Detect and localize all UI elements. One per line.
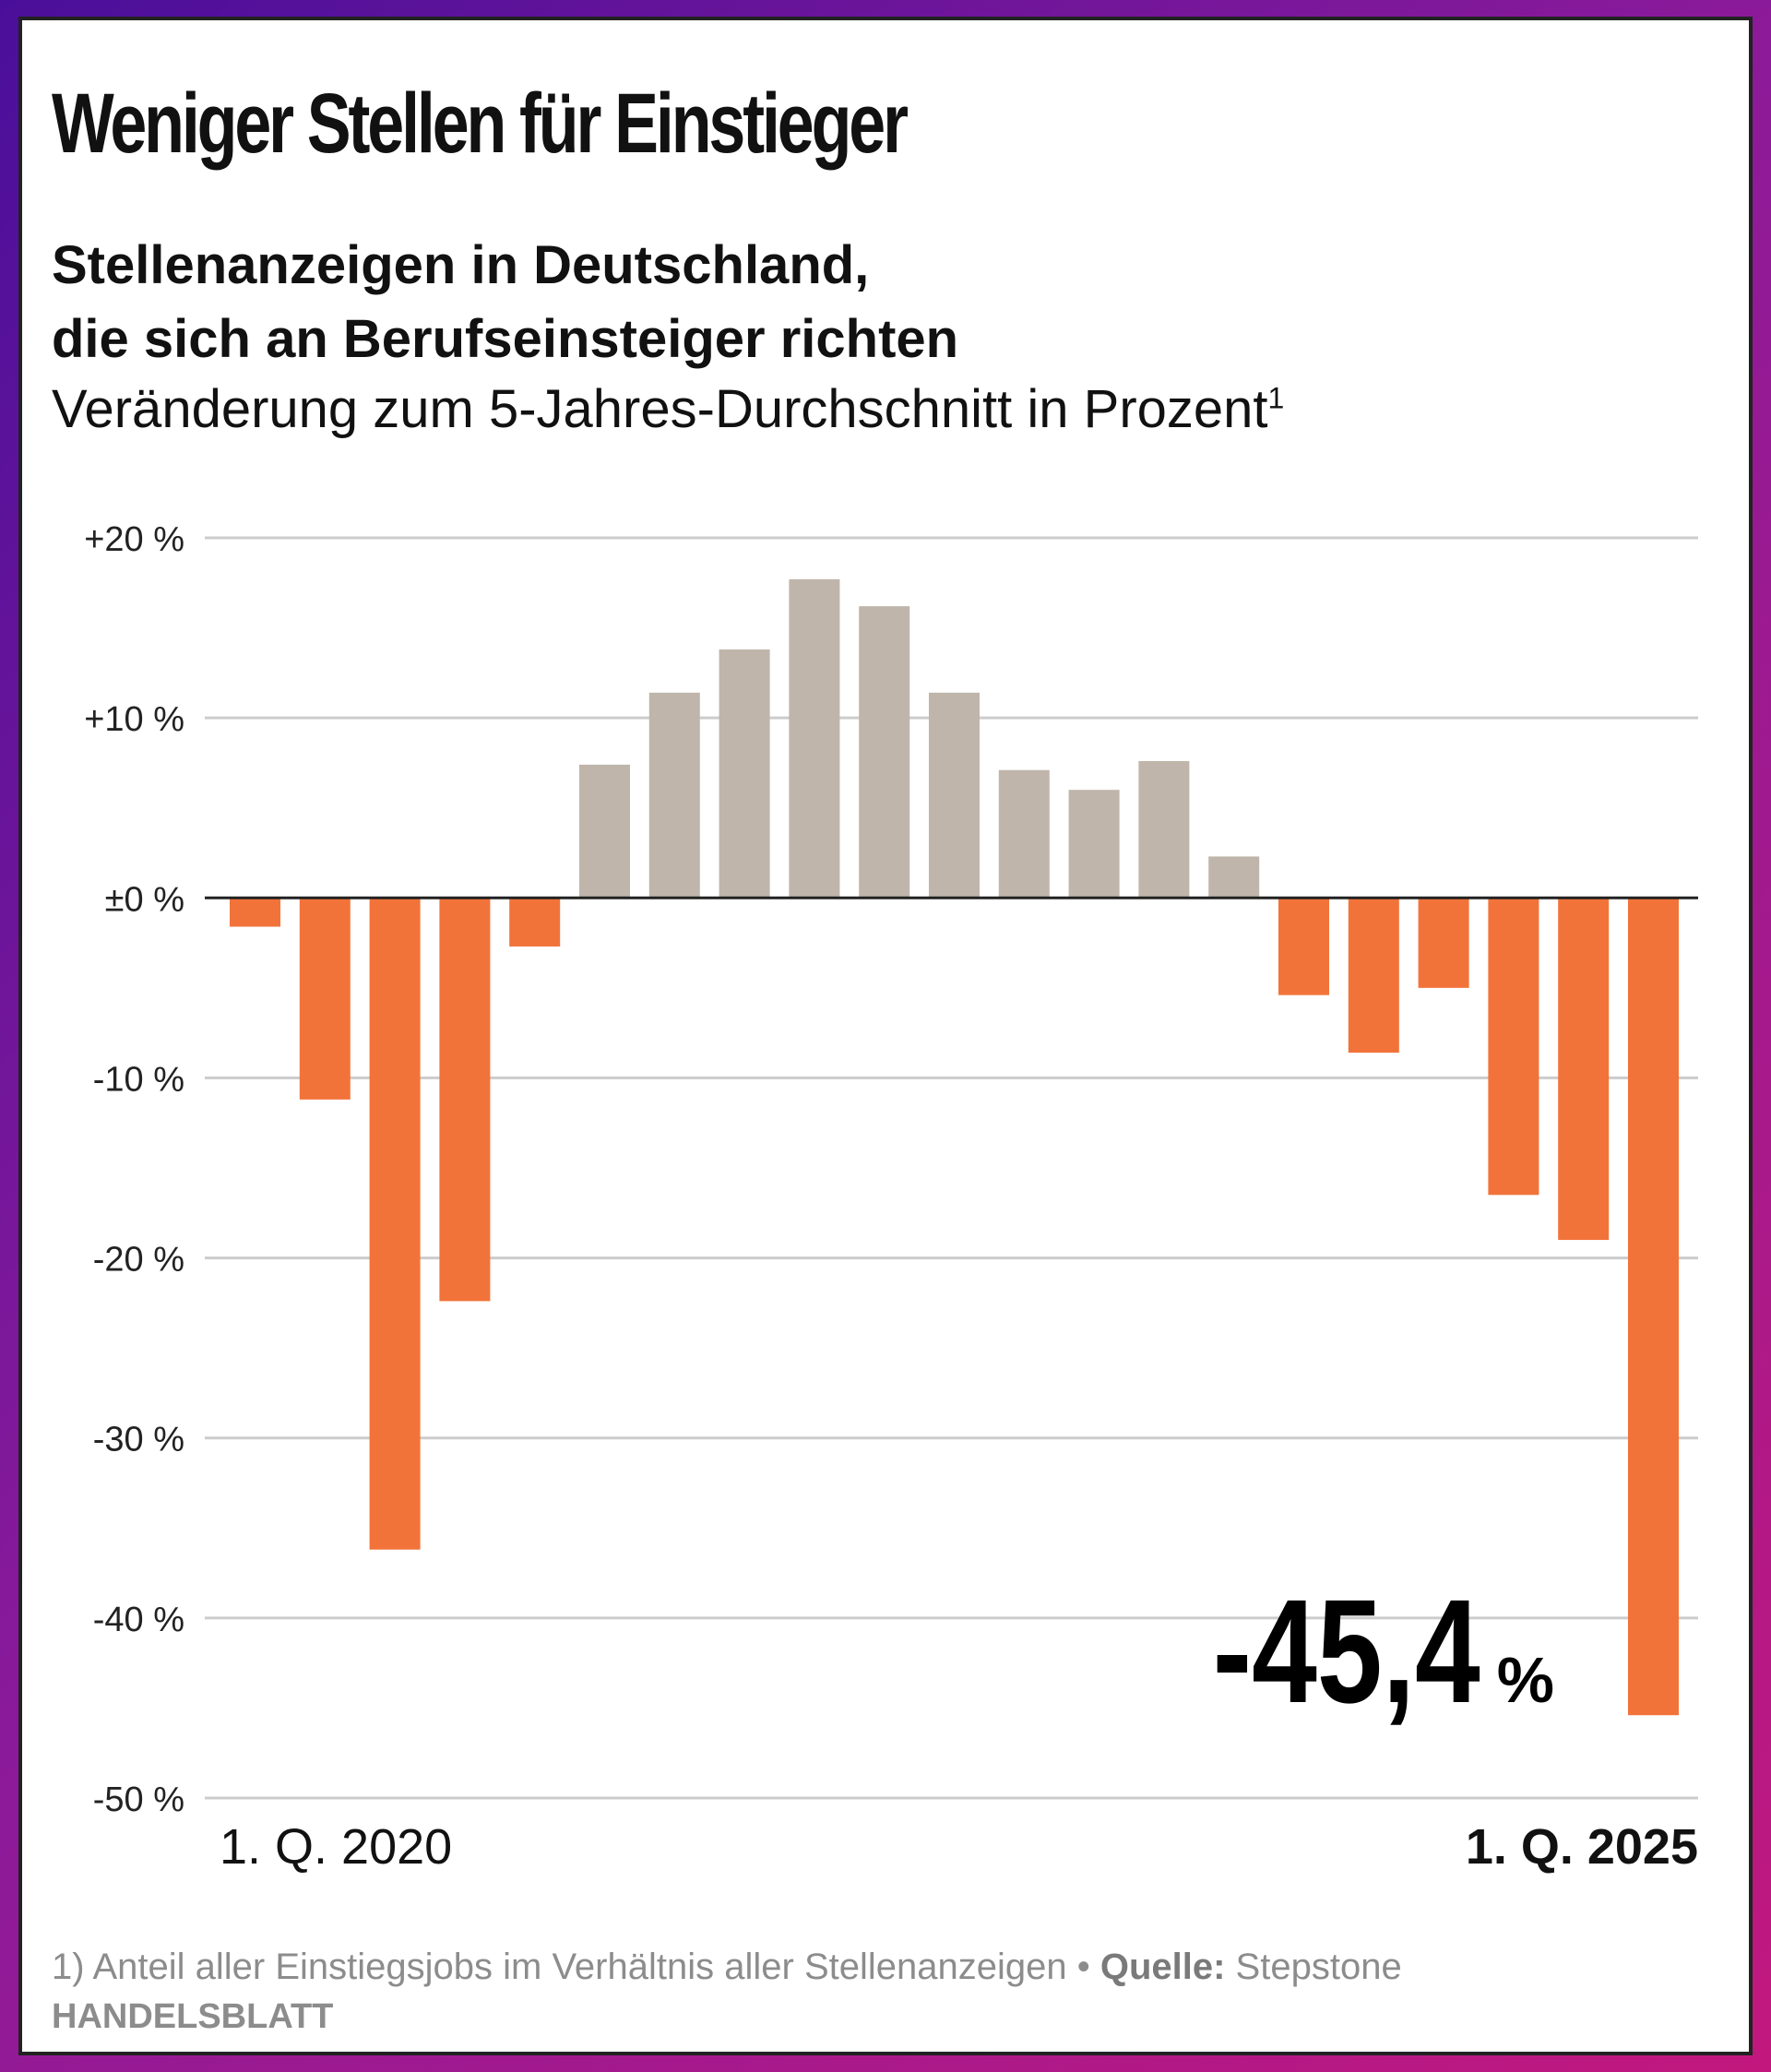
bar [648,692,700,899]
x-tick-label: 1. Q. 2020 [220,1819,452,1875]
bar [859,606,910,899]
highlight-value-label: -45,4% [1213,1568,1554,1733]
bar [719,649,770,899]
unit-note-text: Veränderung zum 5-Jahres-Durchschnitt in… [52,379,1268,439]
bar [230,898,280,927]
footnote: 1) Anteil aller Einstiegsjobs im Verhält… [52,1947,1402,1988]
footnote-marker: 1 [1267,381,1285,415]
chart-subtitle: Stellenanzeigen in Deutschland, die sich… [52,229,958,376]
bar [1208,856,1260,899]
chart-unit-note: Veränderung zum 5-Jahres-Durchschnitt in… [52,378,1284,440]
y-tick-label: +20 % [84,520,184,559]
y-tick-label: -50 % [93,1780,184,1819]
bar [1348,898,1399,1054]
bar [789,578,840,899]
highlight-unit: % [1497,1644,1554,1716]
bar [1488,898,1539,1196]
bar [509,898,561,947]
bar [1558,898,1610,1241]
bar [1138,760,1190,899]
bar [1278,898,1329,995]
bar [929,692,980,899]
y-tick-label: -30 % [93,1421,184,1459]
bar [1418,898,1469,988]
highlight-value: -45,4 [1213,1568,1480,1733]
bar [1628,898,1679,1716]
publisher-logo: HANDELSBLATT [52,1997,334,2036]
y-tick-label: -40 % [93,1601,184,1639]
footnote-text: 1) Anteil aller Einstiegsjobs im Verhält… [52,1947,1100,1987]
x-tick-label: 1. Q. 2025 [1466,1819,1698,1875]
bar [998,769,1050,899]
subtitle-line-1: Stellenanzeigen in Deutschland, [52,235,870,295]
bar [299,898,351,1100]
subtitle-line-2: die sich an Berufseinsteiger richten [52,309,959,369]
chart-title: Weniger Stellen für Einstieger [52,77,909,171]
bar [1068,790,1120,899]
bar [579,764,630,899]
y-tick-label: -10 % [93,1060,184,1099]
bar [439,898,491,1302]
source-name: Stepstone [1225,1947,1402,1987]
y-tick-label: -20 % [93,1241,184,1280]
source-label: Quelle: [1099,1947,1226,1987]
bar [369,898,421,1550]
y-tick-label: +10 % [84,700,184,739]
y-tick-label: ±0 % [105,880,184,919]
